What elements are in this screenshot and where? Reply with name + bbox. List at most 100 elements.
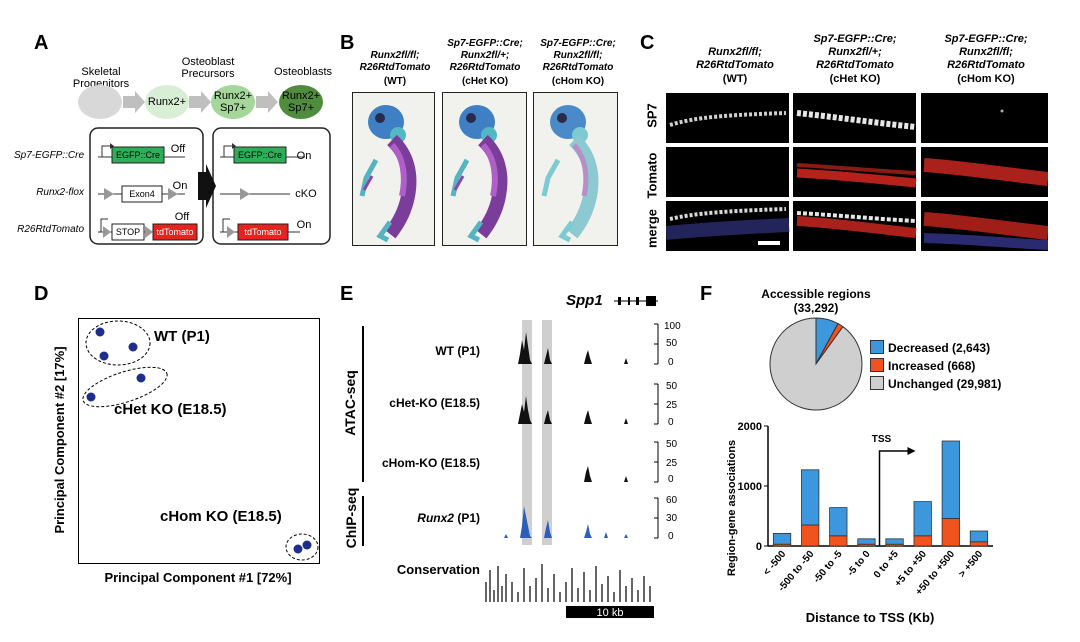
gene-model [614,296,658,306]
panel-label-d: D [34,283,49,305]
track-label-chom: cHom-KO (E18.5) [381,456,480,470]
bar-x-tick-label: 0 to +5 [872,549,901,581]
b-col3-l3: R26RtdTomato [542,62,614,73]
b-col2-l3: R26RtdTomato [449,62,521,73]
pie-title: Accessible regions [761,287,871,301]
tick-chom-25: 25 [666,458,678,469]
microscopy-grid [666,93,1048,251]
bar-decreased-0 [772,533,792,545]
c-col2-l2: Runx2fl/+; [828,46,882,58]
stage-label-osteoblasts: Osteoblasts [273,66,333,78]
b-col3-l1: Sp7-EGFP::Cre; [540,38,616,49]
genome-tracks [484,320,659,618]
legend-label-increased: Increased (668) [888,359,976,373]
state-right-3: On [296,219,312,231]
panel-label-a: A [34,32,49,54]
state-left-3: Off [174,211,190,223]
assay-chip: ChIP-seq [343,487,359,549]
bar-increased-6 [941,518,960,547]
bar-x-tick-label: < -500 [762,549,789,578]
c-col1-l1: Runx2fl/fl; [708,46,762,58]
b-col1-l3: (WT) [383,76,407,87]
state-left-2: On [172,180,188,192]
construct-schematic [89,127,331,245]
c-col2-l3: R26RtdTomato [816,59,894,71]
cell-runx2-sp7 [211,85,255,119]
box-exon4: Exon4 [129,189,155,199]
row-label-runx2flox: Runx2-flox [36,187,84,198]
track-label-runx2: Runx2 (P1) [380,511,480,525]
pca-point-wt-1 [95,327,105,337]
pca-point-chom-2 [302,540,312,550]
tss-label: TSS [872,434,892,445]
bar-y-tick-label: 1000 [738,481,762,493]
bar-decreased-5 [913,501,932,537]
b-col1-l1: Runx2fl/fl; [370,50,420,61]
bar-decreased-6 [941,440,960,519]
b-col2-l1: Sp7-EGFP::Cre; [447,38,523,49]
box-tomato-right: tdTomato [244,227,282,237]
tick-wt-50: 50 [666,338,678,349]
bar-decreased-3 [857,538,876,545]
scale-bar-label: 10 kb [596,607,624,619]
legend-item-decreased: Decreased (2,643) [870,340,990,355]
panel-label-e: E [340,283,354,305]
c-col2-l1: Sp7-EGFP::Cre; [813,33,897,45]
bar-increased-5 [913,535,932,547]
box-egfp-left: EGFP::Cre [115,150,160,160]
tick-runx2-60: 60 [666,495,678,506]
tick-wt-100: 100 [664,321,681,332]
c-row-tomato: Tomato [644,152,660,199]
legend-item-increased: Increased (668) [870,358,975,373]
pie-slice-unchanged [769,317,863,411]
pca-plot-frame [78,318,320,564]
cell-runx2-label: Runx2+ [147,96,187,108]
stage-label-precursors: Osteoblast Precursors [181,56,235,80]
tick-chom-50: 50 [666,439,678,450]
bar-y-tick-label: 0 [756,541,762,553]
legend-item-unchanged: Unchanged (29,981) [870,376,1001,391]
bar-decreased-2 [829,507,848,537]
cell-runx2 [145,85,189,119]
tick-chom-0: 0 [668,474,674,485]
cell-osteoblast-label: Runx2+ Sp7+ [281,90,321,114]
state-left-1: Off [170,143,186,155]
row-label-sp7cre: Sp7-EGFP::Cre [14,150,85,161]
tick-chet-0: 0 [668,417,674,428]
state-right-2: cKO [295,188,317,200]
pca-point-wt-2 [99,351,109,361]
tss-arrow-head [907,447,916,455]
bar-xlabel: Distance to TSS (Kb) [805,610,935,625]
b-col1-l2: R26RtdTomato [359,62,431,73]
pie-chart [769,317,863,411]
box-tomato-left: tdTomato [156,227,194,237]
skeleton-drawings [359,105,599,243]
pca-group-chet: cHet KO (E18.5) [114,401,227,418]
bar-x-tick-label: > +500 [957,549,986,580]
tick-runx2-30: 30 [666,513,678,524]
c-col3-l1: Sp7-EGFP::Cre; [944,33,1028,45]
c-col3-l4: (cHom KO) [957,73,1015,85]
box-stop: STOP [115,227,141,237]
tick-wt-0: 0 [668,357,674,368]
track-label-runx2-gene: Runx2 [417,511,454,525]
cell-osteoblast [279,85,323,119]
panel-label-b: B [340,32,355,54]
pca-ylabel: Principal Component #2 [17%] [52,346,67,534]
bar-increased-1 [801,524,820,547]
bar-increased-7 [969,541,989,547]
c-row-merge: merge [644,208,660,249]
pca-group-chom: cHom KO (E18.5) [160,508,282,525]
box-egfp-right: EGFP::Cre [237,150,282,160]
tick-chet-25: 25 [666,400,678,411]
tss-arrow [878,450,908,546]
pca-points [82,320,319,561]
bar-ylabel: Region-gene associations [726,439,738,577]
bar-decreased-1 [801,469,820,526]
legend-label-unchanged: Unchanged (29,981) [888,377,1002,391]
b-col2-l2: Runx2fl/+; [460,50,510,61]
tick-runx2-0: 0 [668,531,674,542]
pie-total: (33,292) [793,301,839,315]
c-col1-l3: (WT) [722,73,748,85]
row-label-r26r: R26RtdTomato [17,224,84,235]
